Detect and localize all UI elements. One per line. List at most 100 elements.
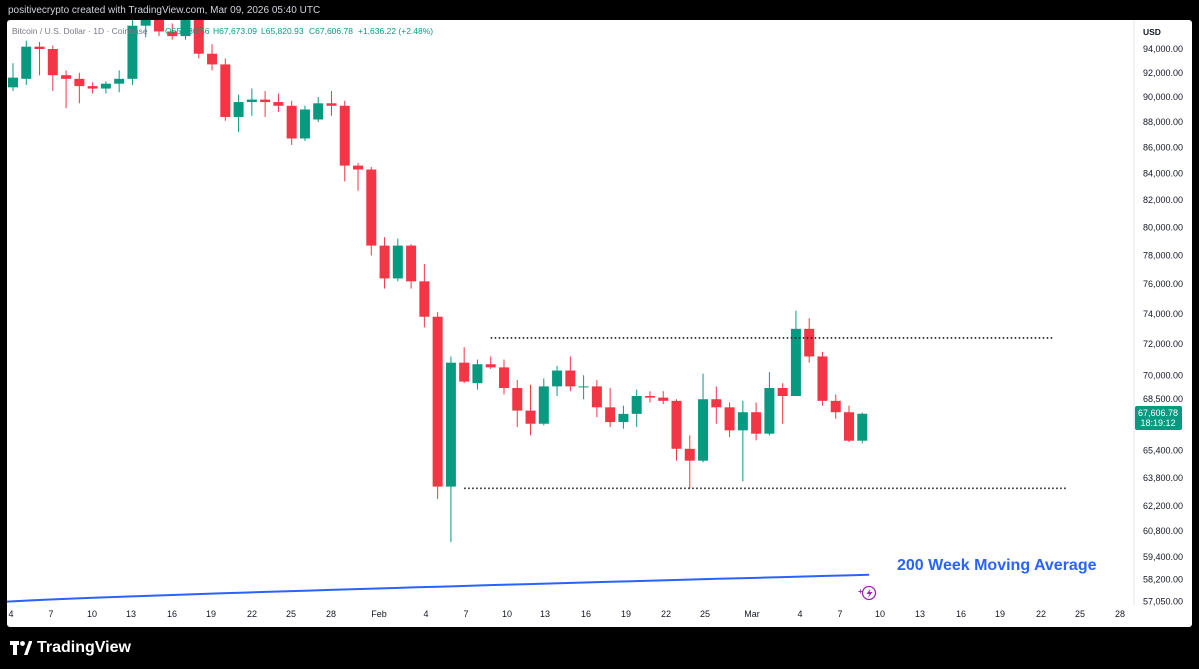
candle	[778, 383, 788, 424]
candle-body	[645, 396, 655, 398]
candle	[725, 402, 735, 437]
candle	[459, 347, 469, 383]
y-tick-label: 60,800.00	[1143, 526, 1183, 536]
price-chart[interactable]: Bitcoin / U.S. Dollar · 1D · Coinbase O6…	[7, 20, 1192, 627]
candle-body	[738, 412, 748, 430]
candle	[512, 380, 522, 427]
candle-body	[8, 78, 18, 88]
candle	[273, 93, 283, 112]
x-tick-label: 13	[915, 609, 925, 619]
candle	[579, 375, 589, 399]
candle	[207, 44, 217, 70]
ohlc-open: O65,980.56	[165, 26, 210, 36]
candle	[565, 356, 575, 391]
candle	[526, 385, 536, 436]
candle	[419, 264, 429, 327]
candle	[711, 386, 721, 423]
y-tick-label: 80,000.00	[1143, 222, 1183, 232]
candle-body	[61, 75, 71, 79]
x-tick-label: 22	[247, 609, 257, 619]
candle-body	[539, 386, 549, 423]
ohlc-low: L65,820.93	[261, 26, 304, 36]
x-tick-label: 25	[1075, 609, 1085, 619]
candle	[300, 106, 310, 141]
chart-area[interactable]: Bitcoin / U.S. Dollar · 1D · Coinbase O6…	[7, 20, 1192, 627]
x-tick-label: 19	[995, 609, 1005, 619]
candle	[48, 45, 58, 91]
candle-body	[35, 47, 45, 49]
candle-body	[552, 371, 562, 387]
tradingview-brand: TradingView	[37, 627, 131, 669]
candle	[234, 95, 244, 132]
candle	[154, 20, 164, 36]
candle	[88, 82, 98, 93]
y-tick-label: 70,000.00	[1143, 370, 1183, 380]
y-tick-label: 62,200.00	[1143, 501, 1183, 511]
candle	[857, 413, 867, 444]
candle	[74, 73, 84, 103]
x-tick-label: 16	[581, 609, 591, 619]
candle-body	[817, 356, 827, 400]
candle-body	[114, 79, 124, 84]
currency-label: USD	[1143, 27, 1161, 37]
candle-body	[698, 399, 708, 460]
countdown-label: 18:19:12	[1140, 418, 1175, 428]
x-tick-label: 4	[8, 609, 13, 619]
x-tick-label: 25	[700, 609, 710, 619]
y-tick-label: 84,000.00	[1143, 168, 1183, 178]
candle-body	[725, 407, 735, 430]
candle-body	[273, 102, 283, 106]
candle	[499, 360, 509, 395]
candle-body	[141, 20, 151, 26]
candle-body	[844, 412, 854, 440]
x-tick-label: 4	[423, 609, 428, 619]
candle-body	[326, 103, 336, 105]
candle-body	[592, 386, 602, 407]
x-tick-label: 13	[540, 609, 550, 619]
candle-body	[472, 364, 482, 383]
candle	[61, 70, 71, 108]
x-tick-label: 28	[326, 609, 336, 619]
candle	[101, 81, 111, 93]
candle-body	[618, 414, 628, 422]
candle	[486, 356, 496, 369]
time-axis: 4 7 10 13 16 19 22 25 28 Feb 4 7 10 13 16 19 22 25 Mar 4 7 10…	[8, 609, 1125, 619]
candle-body	[565, 371, 575, 387]
y-tick-label: 59,400.00	[1143, 552, 1183, 562]
x-tick-label: 22	[661, 609, 671, 619]
candle-body	[446, 363, 456, 487]
ohlc-close: C67,606.78	[309, 26, 353, 36]
x-tick-label: 16	[167, 609, 177, 619]
price-axis: 94,000.0092,000.0090,000.0088,000.0086,0…	[1143, 44, 1183, 607]
candle	[446, 356, 456, 542]
x-tick-label: 25	[286, 609, 296, 619]
candle-body	[579, 386, 589, 387]
ma-200w-line	[7, 575, 869, 602]
candle	[353, 163, 363, 191]
candle-body	[220, 64, 230, 117]
y-tick-label: 94,000.00	[1143, 44, 1183, 54]
candle	[340, 101, 350, 182]
candle	[632, 390, 642, 427]
candle	[393, 239, 403, 282]
candle-body	[88, 86, 98, 88]
candle	[618, 406, 628, 429]
candle	[672, 399, 682, 460]
candle-body	[380, 246, 390, 279]
credit-header: positivecrypto created with TradingView.…	[0, 0, 1199, 22]
x-tick-label: 7	[837, 609, 842, 619]
candle-body	[459, 363, 469, 382]
ma-layer	[7, 575, 869, 602]
candle-body	[751, 412, 761, 433]
candle-body	[48, 49, 58, 75]
tradingview-logo-icon	[10, 641, 32, 655]
x-tick-label: 16	[956, 609, 966, 619]
lightning-icon[interactable]: +	[858, 587, 876, 600]
credit-text: positivecrypto created with TradingView.…	[0, 5, 320, 16]
candle-body	[419, 281, 429, 316]
candle	[380, 237, 390, 288]
candle-body	[804, 329, 814, 357]
candle-body	[778, 388, 788, 396]
candle-body	[512, 388, 522, 411]
